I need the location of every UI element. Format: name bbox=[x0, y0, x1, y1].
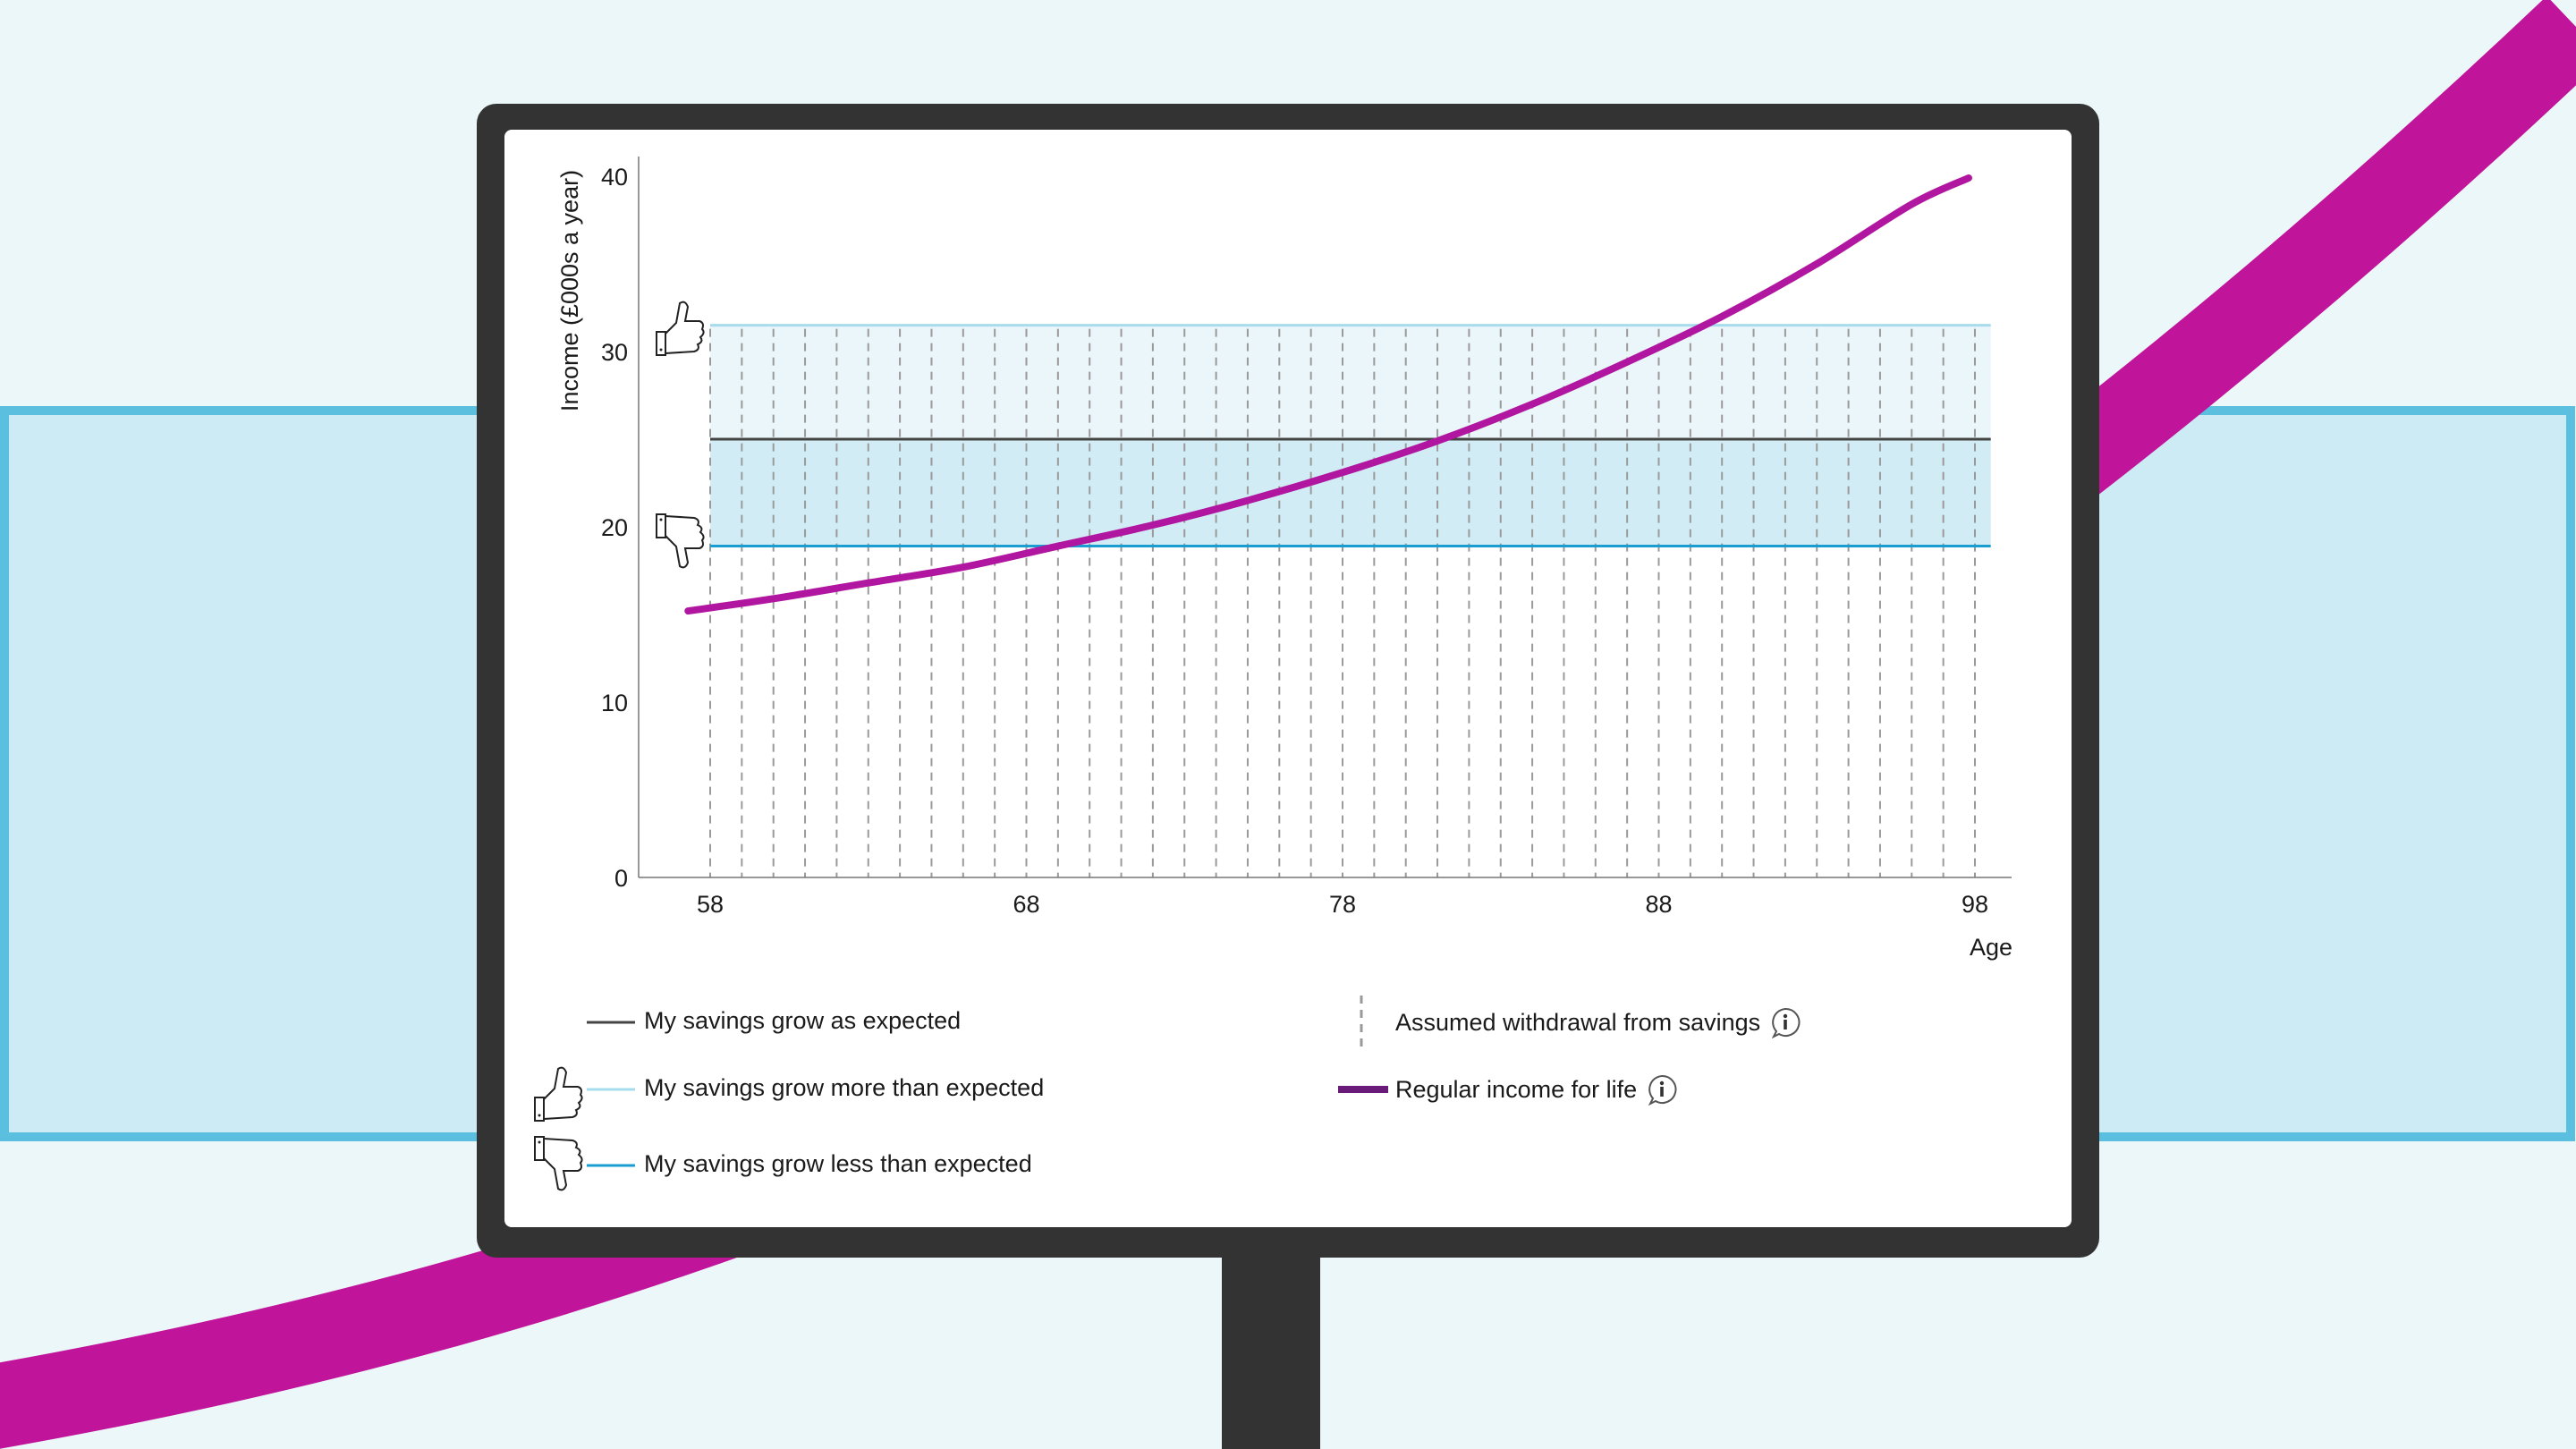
chart: 0 10 20 30 40 58 68 78 88 98 Age Income (£000s a ye… bbox=[534, 157, 2012, 1191]
thumbs-up-icon bbox=[656, 301, 705, 356]
legend-item-more: My savings grow more than expected bbox=[644, 1074, 1044, 1102]
x-tick-label: 68 bbox=[1013, 891, 1039, 918]
legend-label-income: Regular income for life bbox=[1395, 1075, 1638, 1103]
y-tick-label: 40 bbox=[601, 164, 628, 191]
thumbs-down-icon bbox=[534, 1136, 583, 1191]
legend-item-income: Regular income for life bbox=[1395, 1073, 1678, 1106]
monitor-screen bbox=[504, 130, 2072, 1227]
legend-label-expected: My savings grow as expected bbox=[644, 1007, 962, 1034]
y-axis-label: Income (£000s a year) bbox=[556, 170, 583, 411]
info-icon[interactable] bbox=[1646, 1073, 1678, 1106]
legend-label-more: My savings grow more than expected bbox=[644, 1074, 1045, 1101]
band-lower bbox=[710, 439, 1991, 547]
info-icon[interactable] bbox=[1769, 1006, 1801, 1038]
thumbs-up-icon bbox=[534, 1066, 583, 1122]
legend-label-less: My savings grow less than expected bbox=[644, 1150, 1032, 1177]
legend-item-less: My savings grow less than expected bbox=[644, 1150, 1032, 1178]
band-upper bbox=[710, 325, 1991, 439]
monitor-stand bbox=[1222, 1248, 1320, 1449]
series-line-income bbox=[684, 174, 1972, 615]
x-tick-label: 88 bbox=[1645, 891, 1672, 918]
x-axis-label: Age bbox=[1970, 934, 2012, 961]
legend-item-withdrawal: Assumed withdrawal from savings bbox=[1395, 1006, 1801, 1038]
x-tick-label: 78 bbox=[1329, 891, 1356, 918]
x-tick-label: 58 bbox=[697, 891, 724, 918]
y-tick-label: 20 bbox=[601, 514, 628, 541]
x-tick-label: 98 bbox=[1962, 891, 1988, 918]
y-tick-label: 0 bbox=[614, 865, 628, 892]
y-tick-label: 10 bbox=[601, 690, 628, 716]
y-tick-label: 30 bbox=[601, 339, 628, 366]
legend-item-expected: My savings grow as expected bbox=[644, 1007, 961, 1035]
legend-label-withdrawal: Assumed withdrawal from savings bbox=[1395, 1008, 1761, 1036]
thumbs-down-icon bbox=[656, 513, 705, 569]
